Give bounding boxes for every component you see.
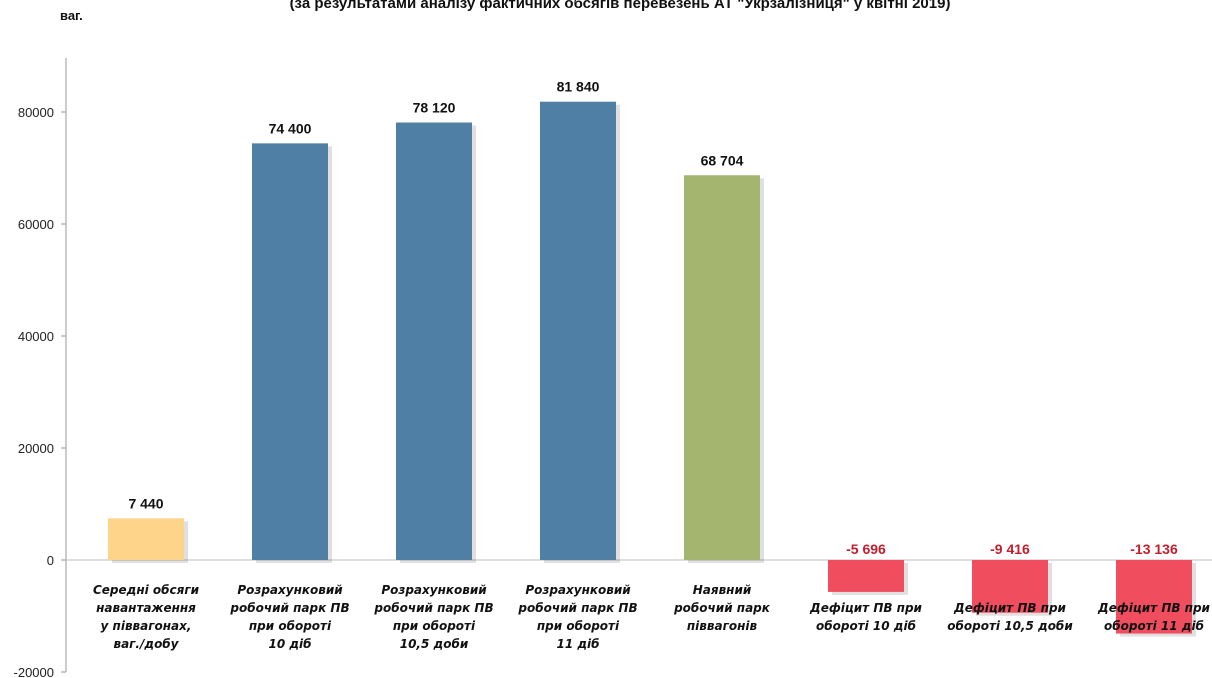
y-tick-label: 20000: [18, 441, 54, 456]
category-label-1: Середні обсяги навантаження у піввагонах, в…: [93, 583, 200, 651]
bar-4: [540, 101, 616, 561]
bars: [108, 101, 1196, 637]
value-label-5: 68 704: [701, 152, 744, 168]
y-axis-unit: ваг.: [60, 8, 83, 23]
value-labels: 7 440 74 400 78 120 81 840 68 704 -5 696 -9 41…: [128, 79, 1177, 557]
category-label-2: Розрахунковий робочий парк ПВ при обороті 1…: [229, 583, 349, 651]
category-label-7: Дефіцит ПВ при обороті 10,5 доби: [947, 601, 1073, 633]
y-tick-label: 40000: [18, 329, 54, 344]
chart-subtitle: (за результатами аналізу фактичних обсяг…: [290, 0, 951, 12]
bar-3: [396, 122, 472, 560]
y-tick-label: -20000: [14, 665, 54, 678]
bar-8: [1116, 560, 1192, 634]
category-label-8: Дефіцит ПВ при обороті 11 діб: [1097, 601, 1211, 633]
category-label-4: Розрахунковий робочий парк ПВ при обороті 1…: [517, 583, 637, 651]
value-label-4: 81 840: [557, 79, 600, 95]
bar-5: [684, 175, 760, 560]
value-label-2: 74 400: [269, 120, 312, 136]
value-label-7: -9 416: [990, 541, 1030, 557]
category-label-5: Наявний робочий парк піввагонів: [673, 583, 771, 633]
category-labels: Середні обсяги навантаження у піввагонах, в…: [93, 583, 1211, 651]
bar-1: [108, 518, 184, 560]
category-label-3: Розрахунковий робочий парк ПВ при обороті 1…: [373, 583, 493, 651]
value-label-1: 7 440: [128, 495, 163, 511]
value-label-6: -5 696: [846, 541, 886, 557]
bar-2: [252, 143, 328, 561]
y-tick-label: 80000: [18, 105, 54, 120]
value-label-8: -13 136: [1130, 541, 1178, 557]
bar-6: [828, 560, 904, 592]
y-tick-label: 60000: [18, 217, 54, 232]
category-label-6: Дефіцит ПВ при обороті 10 діб: [809, 601, 923, 633]
value-label-3: 78 120: [413, 100, 456, 116]
y-tick-label: 0: [47, 553, 54, 568]
bar-7: [972, 560, 1048, 613]
